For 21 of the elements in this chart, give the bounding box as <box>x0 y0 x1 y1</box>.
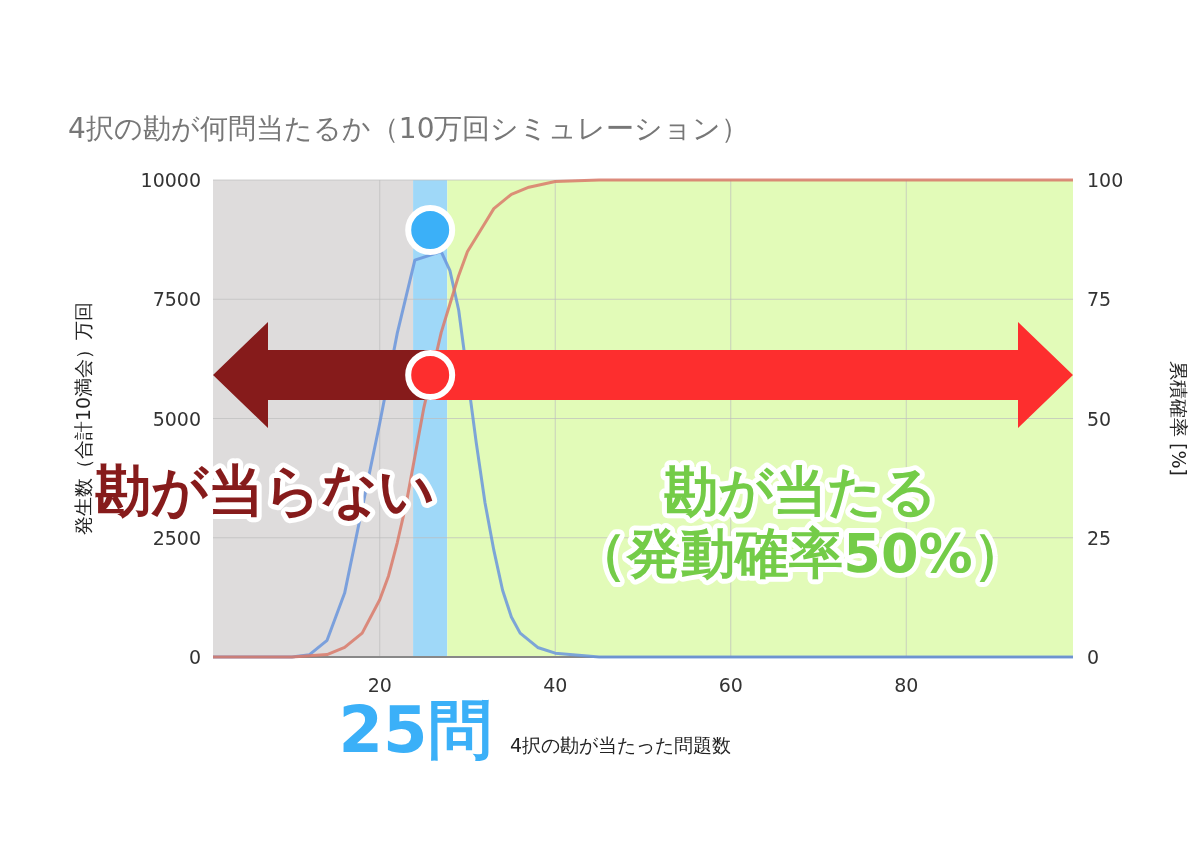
y-tick-label: 10000 <box>140 169 201 191</box>
y-tick-label: 7500 <box>152 288 201 311</box>
y2-tick-label: 100 <box>1087 169 1124 191</box>
y2-tick-label: 0 <box>1087 646 1100 668</box>
band-label: 勘が当らない <box>95 458 435 523</box>
y-tick-label: 5000 <box>152 407 201 430</box>
y2-tick-label: 75 <box>1087 288 1112 311</box>
y-tick-label: 2500 <box>152 526 201 549</box>
y-tick-label: 0 <box>188 646 201 668</box>
chart-title: 4択の勘が何問当たるか（10万回シミュレーション） <box>68 112 750 145</box>
y-axis-title: 発生数（合計10満会）万回 <box>72 301 94 536</box>
band-label: 25問 <box>338 693 492 767</box>
x-tick-label: 80 <box>894 674 919 696</box>
y2-tick-label: 50 <box>1087 407 1112 430</box>
x-tick-label: 40 <box>543 674 568 696</box>
x-tick-label: 60 <box>718 674 743 696</box>
y2-axis-title: 累積確率 [%] <box>1168 361 1190 476</box>
x-tick-label: 20 <box>367 674 392 696</box>
band-label: 勘が当たる（発動確率50%） <box>573 460 1027 586</box>
y2-tick-label: 25 <box>1087 526 1112 549</box>
x-axis-title: 4択の勘が当たった問題数 <box>510 734 732 756</box>
